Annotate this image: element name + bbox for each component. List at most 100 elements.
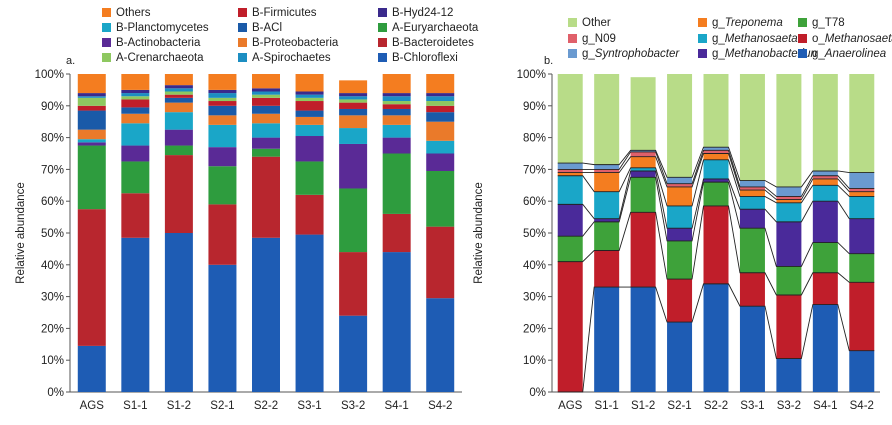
x-tick-label: AGS [558, 400, 583, 412]
bar-segment-g-methanosaeta-s4-1 [812, 185, 838, 202]
bar-segment-others-s4-2 [426, 74, 455, 94]
legend-item-b-hyd24-12: B-Hyd24-12 [378, 7, 453, 19]
bar-segment-o-methanosaeta-s4-1 [812, 272, 838, 305]
x-tick-label: S1-1 [595, 400, 619, 412]
legend-label: B-ACl [252, 22, 282, 34]
bar-segment-a-euryarchaeota-s3-2 [339, 188, 368, 253]
bar-segment-b-acl-s1-2 [164, 97, 193, 103]
legend-label: B-Hyd24-12 [392, 7, 453, 19]
bar-segment-g-n09-s4-2 [849, 188, 875, 192]
bar-segment-g-syntrophobacter-s2-2 [703, 147, 729, 151]
series-a-euryarchaeota [77, 145, 455, 253]
legend-item-b-planctomycetes: B-Planctomycetes [102, 22, 209, 34]
x-tick-label: S3-1 [297, 400, 321, 412]
series-other [557, 74, 875, 187]
bar-segment-b-actinobacteria-s2-2 [252, 137, 280, 149]
bar-segment-g-methanobacteriun-s4-1 [812, 201, 838, 243]
bar-segment-b-firmicutes-s3-1 [295, 101, 324, 111]
bar-segment-g-anaerolinea-s2-2 [703, 283, 729, 392]
bar-segment-g-anaerolinea-s2-1 [667, 322, 693, 392]
bar-segment-a-spirochaetes-s2-1 [208, 93, 237, 98]
legend-item-other: Other [568, 17, 611, 29]
bar-segment-g-anaerolinea-s1-2 [630, 287, 656, 392]
bar-segment-b-bacteroidetes-s4-1 [382, 213, 411, 253]
bar-segment-b-actinobacteria-s3-2 [339, 143, 368, 189]
y-tick-label: 80% [523, 133, 546, 145]
series-g-n09 [557, 150, 875, 200]
x-tick-label: S3-1 [740, 400, 764, 412]
legend-label: A-Crenarchaeota [116, 52, 204, 64]
legend-label: B-Bacteroidetes [392, 37, 474, 49]
legend-label: g_Syntrophobacter [582, 48, 680, 60]
bar-segment-g-methanosaeta-s1-2 [630, 167, 656, 171]
bar-segment-other-s3-1 [739, 74, 765, 181]
bar-segment-g-treponema-s3-2 [776, 199, 802, 203]
x-tick-label: AGS [80, 400, 105, 412]
legend-item-a-spirochaetes: A-Spirochaetes [238, 52, 331, 64]
bar-segment-b-bacteroidetes-s3-1 [295, 194, 324, 235]
bar-segment-b-firmicutes-ags [77, 105, 106, 111]
bar-segment-o-methanosaeta-s1-2 [630, 212, 656, 288]
y-tick-label: 70% [41, 164, 64, 176]
bar-segment-g-syntrophobacter-s1-2 [630, 150, 656, 152]
bar-segment-g-syntrophobacter-s1-1 [594, 164, 620, 170]
bar-segment-a-crenarchaeota-s2-1 [208, 97, 237, 102]
bar-segment-g-anaerolinea-s3-1 [739, 306, 765, 392]
bar-segment-b-planctomycetes-s4-1 [382, 124, 411, 138]
legend-label: Other [582, 17, 611, 29]
bar-segment-a-spirochaetes-s1-2 [164, 88, 193, 92]
bar-segment-g-syntrophobacter-ags [557, 163, 583, 170]
x-tick-label: S4-2 [850, 400, 874, 412]
legend-label: B-Proteobacteria [252, 37, 339, 49]
legend-swatch [798, 49, 807, 58]
legend-label: B-Actinobacteria [116, 37, 201, 49]
bar-segment-b-chloroflexi-s4-1 [382, 252, 411, 392]
y-tick-label: 90% [523, 101, 546, 113]
bar-segment-b-chloroflexi-s3-1 [295, 234, 324, 392]
bar-segment-b-actinobacteria-s4-1 [382, 137, 411, 154]
bar-segment-g-syntrophobacter-s4-2 [849, 172, 875, 189]
x-tick-label: S2-2 [704, 400, 728, 412]
bar-segment-a-euryarchaeota-s4-1 [382, 153, 411, 214]
bar-segment-g-syntrophobacter-s4-1 [812, 170, 838, 176]
connector-line [557, 149, 875, 197]
legend: Other g_Treponema g_T78 g_N09 g_Methanosaeta… [568, 17, 892, 60]
y-tick-label: 100% [35, 69, 64, 81]
legend-swatch [102, 38, 111, 47]
bar-segment-g-t78-s2-1 [667, 240, 693, 280]
legend-label: g_T78 [812, 17, 845, 29]
series-g-anaerolinea [594, 283, 875, 392]
bar-segment-other-s3-2 [776, 74, 802, 187]
bar-segment-o-methanosaeta-s2-1 [667, 279, 693, 323]
bar-segment-b-proteobacteria-s4-1 [382, 115, 411, 125]
y-tick-label: 60% [523, 196, 546, 208]
y-tick-label: 10% [523, 355, 546, 367]
connector-line [557, 153, 875, 201]
bar-segment-o-methanosaeta-s1-1 [594, 250, 620, 288]
bar-segment-g-treponema-s1-2 [630, 156, 656, 168]
series-b-proteobacteria [77, 102, 455, 141]
bar-segment-b-chloroflexi-s1-1 [121, 237, 150, 392]
y-axis-title: Relative abundance [473, 182, 485, 284]
bar-segment-g-treponema-s4-2 [849, 191, 875, 197]
legend-label: g_Treponema [712, 17, 783, 29]
legend-label: g_Anaerolinea [812, 48, 886, 60]
bar-segment-b-proteobacteria-s4-2 [426, 121, 455, 141]
x-tick-label: S2-1 [667, 400, 691, 412]
bar-segment-g-methanobacteriun-s1-1 [594, 218, 620, 222]
series-b-bacteroidetes [77, 155, 455, 346]
bar-segment-a-crenarchaeota-s1-1 [121, 96, 150, 100]
legend-item-g-methanobacteriun: g_Methanobacteriun [698, 48, 817, 60]
series-others [77, 74, 455, 94]
bar-segment-others-s1-2 [164, 74, 193, 86]
bar-segment-b-hyd24-12-s1-2 [164, 85, 193, 89]
bar-segment-b-acl-s4-2 [426, 112, 455, 122]
legend-swatch [378, 23, 387, 32]
legend-swatch [798, 34, 807, 43]
bar-segment-a-crenarchaeota-s4-1 [382, 101, 411, 105]
legend-item-g-anaerolinea: g_Anaerolinea [798, 48, 886, 60]
bar-segment-b-bacteroidetes-s4-2 [426, 226, 455, 299]
bar-segment-g-n09-s3-1 [739, 186, 765, 191]
